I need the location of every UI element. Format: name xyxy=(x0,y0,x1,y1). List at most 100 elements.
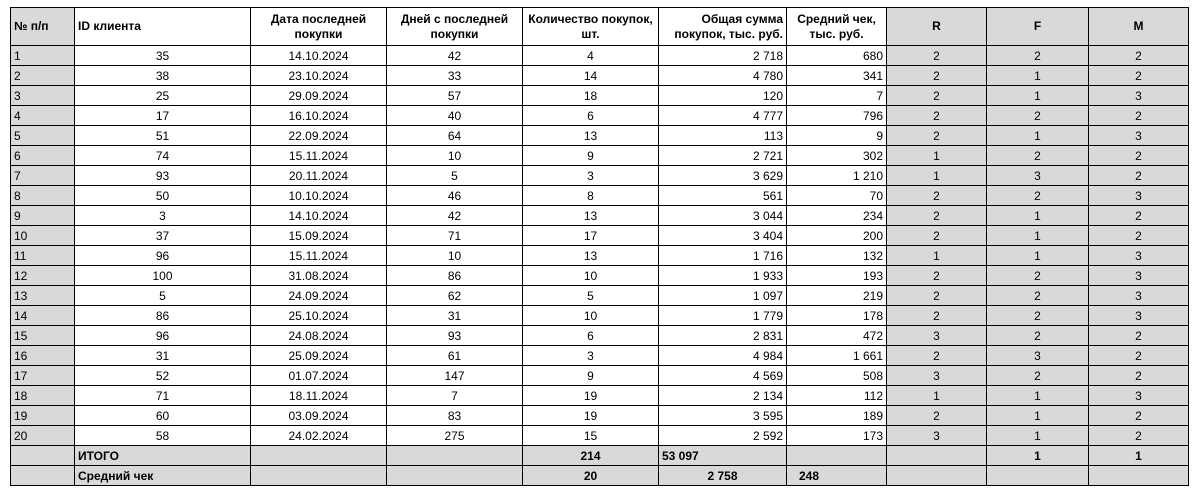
cell-r[interactable]: 2 xyxy=(886,65,987,86)
totals-r-cell[interactable] xyxy=(886,445,987,466)
cell-days-since-purchase[interactable]: 86 xyxy=(386,265,523,286)
cell-f[interactable]: 1 xyxy=(986,85,1089,106)
header-purchase-count[interactable]: Количество покупок, шт. xyxy=(522,7,659,46)
cell-average-check[interactable]: 680 xyxy=(786,45,887,66)
cell-purchase-count[interactable]: 3 xyxy=(522,165,659,186)
cell-f[interactable]: 1 xyxy=(986,245,1089,266)
cell-num[interactable]: 17 xyxy=(10,365,75,386)
cell-client-id[interactable]: 58 xyxy=(74,425,251,446)
cell-purchase-count[interactable]: 13 xyxy=(522,125,659,146)
cell-client-id[interactable]: 60 xyxy=(74,405,251,426)
cell-f[interactable]: 2 xyxy=(986,105,1089,126)
cell-last-purchase-date[interactable]: 01.07.2024 xyxy=(250,365,387,386)
cell-days-since-purchase[interactable]: 10 xyxy=(386,145,523,166)
cell-last-purchase-date[interactable]: 29.09.2024 xyxy=(250,85,387,106)
cell-num[interactable]: 19 xyxy=(10,405,75,426)
cell-f[interactable]: 1 xyxy=(986,205,1089,226)
header-average-check[interactable]: Средний чек, тыс. руб. xyxy=(786,7,887,46)
cell-average-check[interactable]: 193 xyxy=(786,265,887,286)
cell-last-purchase-date[interactable]: 25.10.2024 xyxy=(250,305,387,326)
cell-client-id[interactable]: 93 xyxy=(74,165,251,186)
cell-r[interactable]: 2 xyxy=(886,105,987,126)
totals-m[interactable]: 1 xyxy=(1088,445,1189,466)
average-days-cell[interactable] xyxy=(386,465,523,486)
cell-f[interactable]: 2 xyxy=(986,45,1089,66)
average-qty[interactable]: 20 xyxy=(522,465,659,486)
cell-num[interactable]: 20 xyxy=(10,425,75,446)
cell-m[interactable]: 2 xyxy=(1088,405,1189,426)
cell-client-id[interactable]: 96 xyxy=(74,325,251,346)
cell-client-id[interactable]: 50 xyxy=(74,185,251,206)
average-check[interactable]: 248 xyxy=(786,465,887,486)
cell-m[interactable]: 2 xyxy=(1088,205,1189,226)
cell-client-id[interactable]: 3 xyxy=(74,205,251,226)
cell-r[interactable]: 1 xyxy=(886,245,987,266)
cell-f[interactable]: 3 xyxy=(986,165,1089,186)
cell-average-check[interactable]: 200 xyxy=(786,225,887,246)
cell-last-purchase-date[interactable]: 24.08.2024 xyxy=(250,325,387,346)
cell-m[interactable]: 2 xyxy=(1088,65,1189,86)
cell-num[interactable]: 8 xyxy=(10,185,75,206)
cell-num[interactable]: 13 xyxy=(10,285,75,306)
cell-r[interactable]: 2 xyxy=(886,345,987,366)
cell-purchase-count[interactable]: 6 xyxy=(522,105,659,126)
cell-average-check[interactable]: 508 xyxy=(786,365,887,386)
cell-purchase-count[interactable]: 14 xyxy=(522,65,659,86)
cell-total-sum[interactable]: 1 716 xyxy=(658,245,787,266)
cell-days-since-purchase[interactable]: 62 xyxy=(386,285,523,306)
cell-m[interactable]: 2 xyxy=(1088,325,1189,346)
cell-total-sum[interactable]: 113 xyxy=(658,125,787,146)
cell-days-since-purchase[interactable]: 7 xyxy=(386,385,523,406)
cell-average-check[interactable]: 70 xyxy=(786,185,887,206)
cell-r[interactable]: 2 xyxy=(886,265,987,286)
cell-client-id[interactable]: 51 xyxy=(74,125,251,146)
cell-days-since-purchase[interactable]: 275 xyxy=(386,425,523,446)
cell-m[interactable]: 2 xyxy=(1088,145,1189,166)
header-days-since-purchase[interactable]: Дней с последней покупки xyxy=(386,7,523,46)
cell-client-id[interactable]: 100 xyxy=(74,265,251,286)
average-m-cell[interactable] xyxy=(1088,465,1189,486)
cell-last-purchase-date[interactable]: 18.11.2024 xyxy=(250,385,387,406)
cell-client-id[interactable]: 35 xyxy=(74,45,251,66)
cell-total-sum[interactable]: 1 933 xyxy=(658,265,787,286)
cell-days-since-purchase[interactable]: 42 xyxy=(386,45,523,66)
cell-total-sum[interactable]: 2 718 xyxy=(658,45,787,66)
cell-num[interactable]: 18 xyxy=(10,385,75,406)
cell-days-since-purchase[interactable]: 147 xyxy=(386,365,523,386)
cell-total-sum[interactable]: 3 044 xyxy=(658,205,787,226)
cell-f[interactable]: 1 xyxy=(986,125,1089,146)
totals-date-cell[interactable] xyxy=(250,445,387,466)
cell-last-purchase-date[interactable]: 03.09.2024 xyxy=(250,405,387,426)
totals-num-cell[interactable] xyxy=(10,445,75,466)
cell-average-check[interactable]: 189 xyxy=(786,405,887,426)
cell-last-purchase-date[interactable]: 20.11.2024 xyxy=(250,165,387,186)
cell-r[interactable]: 1 xyxy=(886,165,987,186)
cell-total-sum[interactable]: 2 134 xyxy=(658,385,787,406)
cell-num[interactable]: 1 xyxy=(10,45,75,66)
cell-last-purchase-date[interactable]: 23.10.2024 xyxy=(250,65,387,86)
cell-days-since-purchase[interactable]: 61 xyxy=(386,345,523,366)
cell-client-id[interactable]: 71 xyxy=(74,385,251,406)
cell-purchase-count[interactable]: 15 xyxy=(522,425,659,446)
cell-days-since-purchase[interactable]: 83 xyxy=(386,405,523,426)
cell-purchase-count[interactable]: 13 xyxy=(522,245,659,266)
header-total-sum[interactable]: Общая сумма покупок, тыс. руб. xyxy=(658,7,787,46)
cell-client-id[interactable]: 74 xyxy=(74,145,251,166)
cell-client-id[interactable]: 37 xyxy=(74,225,251,246)
cell-f[interactable]: 3 xyxy=(986,345,1089,366)
cell-f[interactable]: 2 xyxy=(986,265,1089,286)
cell-last-purchase-date[interactable]: 15.11.2024 xyxy=(250,245,387,266)
cell-r[interactable]: 2 xyxy=(886,45,987,66)
cell-num[interactable]: 3 xyxy=(10,85,75,106)
cell-last-purchase-date[interactable]: 22.09.2024 xyxy=(250,125,387,146)
cell-client-id[interactable]: 96 xyxy=(74,245,251,266)
average-num-cell[interactable] xyxy=(10,465,75,486)
cell-f[interactable]: 1 xyxy=(986,65,1089,86)
totals-sum[interactable]: 53 097 xyxy=(658,445,787,466)
cell-m[interactable]: 2 xyxy=(1088,425,1189,446)
cell-purchase-count[interactable]: 19 xyxy=(522,405,659,426)
cell-m[interactable]: 2 xyxy=(1088,45,1189,66)
header-f[interactable]: F xyxy=(986,7,1089,46)
cell-days-since-purchase[interactable]: 5 xyxy=(386,165,523,186)
cell-last-purchase-date[interactable]: 24.09.2024 xyxy=(250,285,387,306)
